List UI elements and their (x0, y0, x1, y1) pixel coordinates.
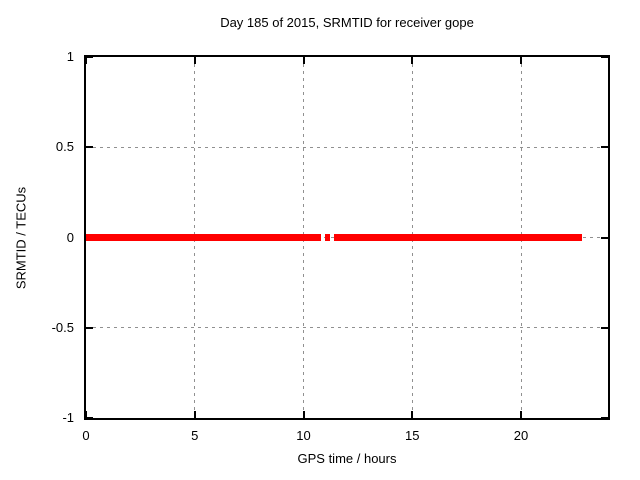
data-series-segment (333, 234, 582, 241)
x-tick-mark-bottom (520, 411, 522, 418)
x-tick-mark-top (302, 57, 305, 64)
x-tick-label: 20 (513, 428, 529, 443)
x-tick-label: 0 (82, 428, 90, 443)
y-tick-label: -0.5 (51, 319, 74, 335)
data-series-segment (86, 234, 321, 241)
y-tick-mark-right (601, 146, 608, 149)
y-tick-mark-right (601, 236, 608, 239)
x-tick-mark-bottom (193, 411, 196, 418)
y-gridline (86, 327, 608, 329)
y-tick-mark-left (86, 57, 93, 58)
x-tick-label: 15 (405, 428, 420, 443)
y-tick-mark-right (601, 417, 608, 418)
y-gridline (86, 146, 608, 148)
y-tick-mark-left (86, 417, 93, 418)
y-tick-label: -1 (62, 410, 74, 425)
y-tick-mark-right (601, 326, 608, 329)
y-tick-label: 0.5 (55, 139, 74, 155)
x-tick-label: 5 (191, 428, 199, 443)
x-tick-mark-top (411, 57, 414, 64)
y-tick-mark-left (86, 146, 93, 149)
plot-area (84, 55, 610, 420)
x-tick-mark-bottom (302, 411, 305, 418)
x-tick-mark-top (193, 57, 196, 64)
x-axis-label: GPS time / hours (297, 451, 397, 466)
y-tick-mark-left (86, 326, 93, 329)
x-tick-label: 10 (296, 428, 311, 443)
x-tick-mark-bottom (86, 411, 87, 418)
x-tick-mark-bottom (411, 411, 414, 418)
y-tick-mark-right (601, 57, 608, 58)
y-tick-label: 1 (66, 49, 74, 64)
x-tick-mark-top (86, 57, 87, 64)
y-tick-label: 0 (66, 229, 74, 245)
data-series-segment (325, 234, 330, 241)
x-tick-mark-top (520, 57, 522, 64)
chart-title: Day 185 of 2015, SRMTID for receiver gop… (220, 15, 474, 30)
